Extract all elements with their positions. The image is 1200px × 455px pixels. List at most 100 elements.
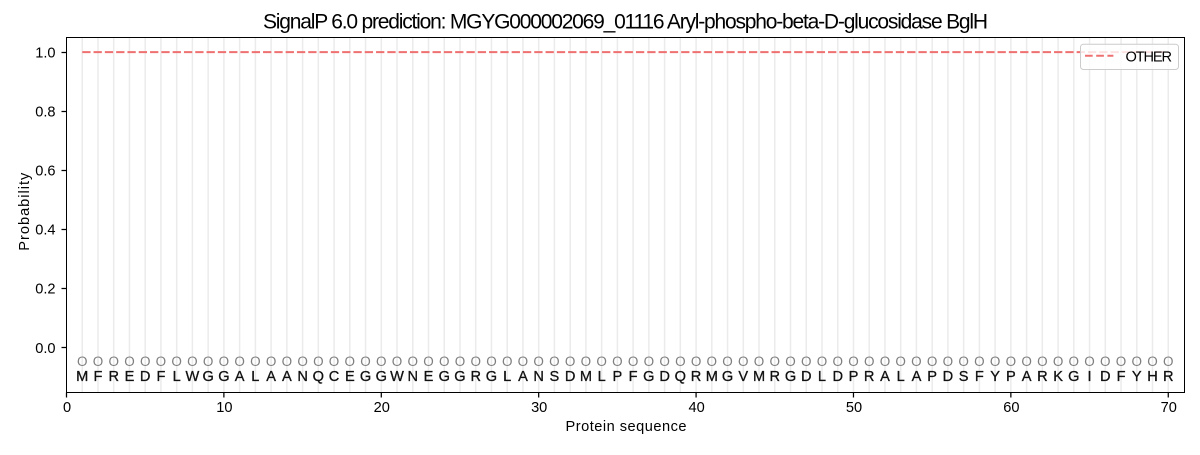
svg-text:O: O [533,354,544,369]
svg-text:1.0: 1.0 [35,46,55,62]
svg-text:Y: Y [1132,369,1142,385]
svg-text:O: O [266,354,277,369]
svg-text:O: O [1132,354,1143,369]
svg-text:O: O [911,354,922,369]
svg-text:O: O [864,354,875,369]
svg-text:D: D [943,369,954,385]
svg-text:L: L [818,369,826,385]
svg-text:G: G [202,369,213,385]
svg-text:L: L [503,369,511,385]
svg-text:A: A [266,369,276,385]
svg-text:0.4: 0.4 [35,223,55,239]
svg-text:O: O [171,354,182,369]
svg-text:0: 0 [63,400,71,416]
svg-text:O: O [470,354,481,369]
svg-text:A: A [282,369,292,385]
svg-text:O: O [93,354,104,369]
svg-text:F: F [1117,369,1126,385]
svg-text:F: F [156,369,165,385]
svg-text:P: P [613,369,623,385]
svg-text:O: O [297,354,308,369]
svg-text:O: O [439,354,450,369]
svg-text:R: R [1037,369,1048,385]
svg-text:G: G [486,369,497,385]
svg-text:O: O [848,354,859,369]
svg-text:S: S [550,369,560,385]
svg-text:O: O [187,354,198,369]
svg-text:W: W [390,369,404,385]
svg-text:O: O [895,354,906,369]
svg-text:O: O [1069,354,1080,369]
svg-text:O: O [817,354,828,369]
svg-text:Y: Y [990,369,1000,385]
svg-text:O: O [376,354,387,369]
svg-text:G: G [1068,369,1079,385]
svg-text:O: O [360,354,371,369]
svg-text:I: I [1088,369,1092,385]
svg-text:O: O [486,354,497,369]
svg-text:R: R [108,369,119,385]
svg-text:N: N [533,369,544,385]
svg-text:G: G [785,369,796,385]
svg-text:O: O [612,354,623,369]
svg-text:E: E [424,369,434,385]
svg-text:D: D [801,369,812,385]
svg-text:O: O [754,354,765,369]
svg-text:O: O [313,354,324,369]
svg-text:0.6: 0.6 [35,164,55,180]
svg-text:O: O [77,354,88,369]
svg-text:E: E [345,369,355,385]
svg-text:O: O [738,354,749,369]
svg-text:A: A [235,369,245,385]
svg-text:F: F [975,369,984,385]
svg-text:O: O [219,354,230,369]
svg-text:SignalP 6.0 prediction: MGYG00: SignalP 6.0 prediction: MGYG000002069_01… [263,10,988,33]
svg-text:O: O [958,354,969,369]
svg-text:O: O [518,354,529,369]
svg-text:L: L [251,369,259,385]
svg-text:O: O [722,354,733,369]
svg-text:O: O [392,354,403,369]
svg-text:0.8: 0.8 [35,105,55,121]
svg-text:Protein sequence: Protein sequence [566,419,687,435]
svg-text:N: N [407,369,418,385]
svg-text:M: M [706,369,718,385]
svg-text:O: O [675,354,686,369]
svg-text:P: P [927,369,937,385]
svg-text:E: E [125,369,135,385]
svg-text:70: 70 [1161,400,1177,416]
svg-text:F: F [629,369,638,385]
svg-text:G: G [722,369,733,385]
svg-text:O: O [345,354,356,369]
svg-text:A: A [1022,369,1032,385]
svg-text:D: D [832,369,843,385]
svg-text:O: O [880,354,891,369]
svg-text:H: H [1147,369,1158,385]
svg-text:D: D [565,369,576,385]
svg-text:O: O [659,354,670,369]
svg-text:O: O [785,354,796,369]
svg-text:O: O [282,354,293,369]
svg-text:F: F [94,369,103,385]
svg-text:O: O [1037,354,1048,369]
svg-text:M: M [580,369,592,385]
svg-text:G: G [643,369,654,385]
svg-text:O: O [1006,354,1017,369]
svg-text:O: O [1053,354,1064,369]
svg-text:O: O [108,354,119,369]
svg-text:O: O [596,354,607,369]
svg-text:O: O [990,354,1001,369]
svg-text:R: R [691,369,702,385]
svg-text:O: O [974,354,985,369]
svg-text:L: L [897,369,905,385]
svg-text:G: G [439,369,450,385]
svg-text:O: O [408,354,419,369]
svg-text:N: N [297,369,308,385]
svg-text:O: O [628,354,639,369]
svg-text:O: O [203,354,214,369]
svg-text:O: O [455,354,466,369]
svg-text:O: O [691,354,702,369]
svg-text:50: 50 [846,400,862,416]
svg-text:Probability: Probability [17,172,33,251]
svg-text:G: G [360,369,371,385]
